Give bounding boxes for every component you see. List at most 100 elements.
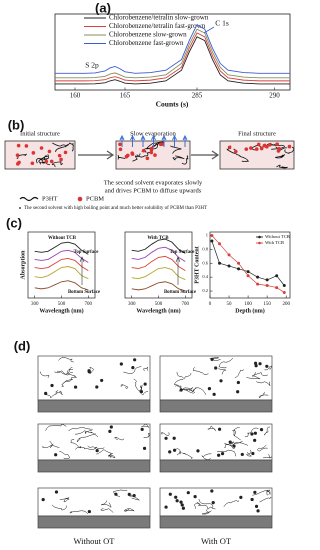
aggregate [217, 453, 221, 457]
x-tick-label: 0 [209, 302, 212, 307]
pcbm-dot [249, 146, 253, 150]
x-axis-label: Counts (s) [156, 100, 189, 109]
polymer-chain [58, 357, 74, 363]
stage-label: Final structure [238, 130, 276, 137]
aggregate [239, 495, 243, 500]
polymer-chain [230, 441, 236, 450]
x-tick-label: 700 [85, 302, 93, 307]
aggregate [179, 500, 183, 504]
aggregate [127, 492, 131, 496]
pcbm-dot [63, 150, 68, 155]
aggregate [100, 378, 104, 383]
panel-label: (d) [14, 338, 31, 353]
panel-label: (a) [95, 0, 111, 15]
aggregate [253, 490, 257, 494]
polymer-chain [246, 375, 261, 380]
x-tick-label: 100 [244, 302, 252, 307]
polymer-chain [263, 453, 273, 459]
data-point [227, 253, 231, 257]
film [159, 423, 273, 461]
aggregate [95, 385, 99, 389]
polymer-chain [41, 440, 53, 449]
data-point [246, 274, 250, 278]
polymer-chain [223, 500, 240, 507]
polymer-chain [259, 497, 272, 503]
series-line [134, 24, 290, 74]
legend-swatch [77, 196, 83, 202]
annotation: Top Surface [74, 250, 99, 255]
polymer-chain [133, 378, 140, 391]
aggregate [131, 366, 135, 370]
annotation: S 2p [85, 61, 99, 70]
evaporation-arrow [140, 134, 146, 147]
polymer-chain [71, 144, 74, 152]
structure-boxes [4, 134, 295, 170]
aggregate [143, 382, 147, 386]
polymer-chain [101, 500, 112, 508]
aggregate [87, 509, 91, 514]
polymer-chain [87, 445, 105, 450]
legend-label: Chlorobenzene fast-grown [109, 39, 184, 47]
aggregate [210, 489, 214, 493]
arrow [191, 150, 220, 160]
y-axis-label: P3HT Content [194, 246, 200, 283]
evaporation-arrow [161, 134, 167, 147]
polymer-chain [39, 371, 50, 378]
annotation: C 1s [215, 19, 229, 28]
pcbm-dot [153, 153, 157, 157]
data-point [282, 290, 286, 294]
polymer-chain [124, 508, 135, 512]
evaporation-arrow [172, 134, 177, 147]
x-tick-label: 500 [58, 302, 66, 307]
polymer-chain [70, 439, 82, 449]
plot-frame [209, 231, 291, 299]
aggregate [108, 429, 112, 433]
film [37, 355, 151, 401]
pcbm-dot [16, 143, 21, 148]
pcbm-dot [233, 149, 238, 154]
aggregate [193, 495, 197, 499]
aggregate [109, 425, 113, 429]
polymer-chain [143, 366, 149, 372]
polymer-chain [51, 161, 63, 168]
y-tick-label: 0.2 [202, 288, 208, 293]
aggregate [142, 446, 147, 450]
pcbm-dot [145, 156, 150, 161]
data-point [237, 261, 241, 265]
pcbm-dot [124, 154, 129, 159]
legend-label: With TCB [265, 240, 284, 245]
data-point [237, 267, 241, 271]
pcbm-dot [47, 149, 52, 154]
data-point [210, 233, 214, 237]
polymer-chain [224, 442, 249, 447]
aggregate [179, 388, 183, 392]
substrate [159, 459, 273, 473]
pcbm-dot [149, 150, 154, 155]
series-line [34, 249, 89, 263]
aggregate [119, 362, 123, 366]
x-tick-label: 50 [227, 302, 233, 307]
pcbm-dot [256, 142, 261, 147]
x-tick-label: 200 [282, 302, 290, 307]
evaporation-arrow [182, 134, 188, 147]
polymer-chain [76, 433, 96, 443]
pcbm-dot [31, 151, 36, 155]
data-point [265, 283, 269, 287]
polymer-chain [263, 426, 271, 436]
polymer-chain [65, 377, 76, 382]
legend-label: Without TCB [265, 234, 290, 239]
series-line [55, 72, 136, 79]
pcbm-dot [57, 153, 62, 158]
polymer-chain [56, 367, 73, 375]
y-tick-label: 0.6 [202, 260, 208, 265]
x-tick-label: 285 [192, 92, 203, 100]
series-line [34, 257, 89, 271]
polymer-chain [244, 427, 259, 438]
polymer-chain [251, 372, 268, 377]
polymer-chain [66, 369, 77, 379]
pcbm-dot [130, 151, 134, 155]
aggregate [87, 370, 91, 374]
polymer-chain [170, 145, 182, 154]
aggregate [114, 492, 118, 496]
pcbm-dot [287, 144, 292, 149]
